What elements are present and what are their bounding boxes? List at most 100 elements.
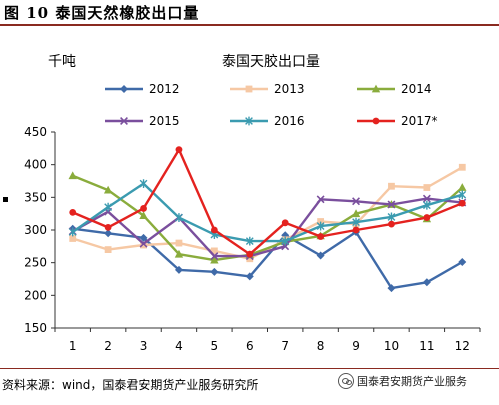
line-chart: 千吨 泰国天胶出口量 2012 2013 2014 2015 2016 2017* 450… (24, 53, 481, 353)
data-point (139, 233, 148, 242)
data-point (68, 227, 77, 237)
legend-item: 2013 (230, 82, 305, 96)
data-point (139, 239, 148, 248)
data-point (104, 223, 112, 231)
data-point (104, 246, 112, 253)
legend-marker (372, 117, 380, 125)
data-point (422, 194, 431, 203)
x-tick-label: 6 (246, 339, 254, 353)
series-2015 (68, 194, 467, 261)
x-tick-label: 8 (317, 339, 325, 353)
watermark-text: 国泰君安期货产业服务 (357, 375, 467, 388)
legend-item: 2014 (357, 82, 432, 96)
data-point (103, 185, 113, 194)
data-point (281, 236, 290, 246)
legend-marker (371, 84, 381, 93)
y-tick-label: 450 (24, 125, 47, 139)
legend-item: 2015 (105, 114, 180, 128)
series-line (72, 197, 463, 258)
x-tick-label: 10 (384, 339, 399, 353)
legend-marker (120, 85, 128, 93)
data-point (317, 233, 325, 240)
data-point (423, 184, 431, 191)
data-point (139, 211, 148, 220)
source-divider (0, 368, 499, 369)
data-point (210, 247, 218, 255)
x-tick-label: 4 (175, 339, 183, 353)
y-tick-label: 400 (24, 158, 47, 172)
wechat-icon (338, 373, 354, 389)
data-point (387, 284, 396, 293)
data-point (422, 278, 431, 287)
x-tick-label: 2 (104, 339, 112, 353)
data-point (104, 229, 113, 238)
data-point (68, 171, 77, 180)
data-point (458, 163, 466, 171)
title-divider (0, 24, 499, 26)
data-point (316, 221, 325, 231)
x-tick-label: 5 (211, 339, 219, 353)
figure-title: 图 10 泰国天然橡胶出口量 (4, 4, 200, 22)
chart-legend: 2012 2013 2014 2015 2016 2017* (105, 82, 438, 128)
data-point (458, 258, 467, 267)
y-tick-label: 150 (24, 321, 47, 335)
data-point (351, 209, 361, 218)
series-line (72, 182, 463, 243)
x-tick-label: 7 (281, 339, 289, 353)
data-point (140, 205, 147, 212)
y-tick-label: 300 (24, 223, 47, 237)
legend-label: 2015 (149, 114, 180, 128)
data-point (140, 241, 147, 249)
data-point (174, 265, 183, 274)
data-point (175, 146, 183, 154)
legend-item: 2017* (357, 114, 438, 128)
data-point (210, 252, 219, 261)
data-point (69, 235, 77, 242)
legend-label: 2014 (401, 82, 432, 96)
legend-label: 2017* (401, 114, 438, 128)
series-2012 (68, 224, 467, 293)
legend-item: 2016 (230, 114, 305, 128)
legend-marker (245, 85, 253, 93)
data-point (246, 255, 254, 263)
data-point (104, 202, 113, 212)
legend-marker (245, 116, 253, 126)
data-point (175, 213, 183, 222)
legend-label: 2012 (149, 82, 180, 96)
data-point (458, 183, 467, 191)
data-point (422, 200, 431, 210)
series-2017 (69, 146, 466, 258)
data-point (316, 195, 325, 204)
legend-item: 2012 (105, 82, 180, 96)
data-point (352, 226, 360, 234)
data-point (387, 212, 396, 222)
bullet-marker (3, 197, 8, 202)
legend-label: 2016 (274, 114, 305, 128)
data-point (388, 220, 395, 228)
source-note: 资料来源：wind，国泰君安期货产业服务研究所 (2, 378, 259, 392)
x-tick-label: 3 (140, 339, 148, 353)
data-point (423, 214, 431, 221)
data-point (281, 219, 289, 227)
y-tick-label: 200 (24, 288, 47, 302)
data-point (352, 217, 360, 227)
series-2016 (68, 179, 467, 246)
wechat-watermark: 国泰君安期货产业服务 (338, 373, 467, 389)
x-tick-label: 1 (69, 339, 77, 353)
data-point (388, 182, 395, 190)
data-point (210, 226, 218, 234)
data-point (174, 249, 184, 258)
data-point (69, 208, 77, 216)
data-point (210, 267, 219, 276)
x-tick-label: 12 (455, 339, 470, 353)
y-tick-label: 250 (24, 256, 47, 270)
data-point (458, 199, 466, 207)
y-axis-unit-label: 千吨 (48, 54, 76, 70)
data-point (387, 200, 396, 209)
series-line (72, 148, 463, 256)
legend-marker (120, 117, 128, 125)
data-point (246, 250, 254, 258)
data-point (317, 218, 325, 225)
plot-area (68, 146, 467, 293)
